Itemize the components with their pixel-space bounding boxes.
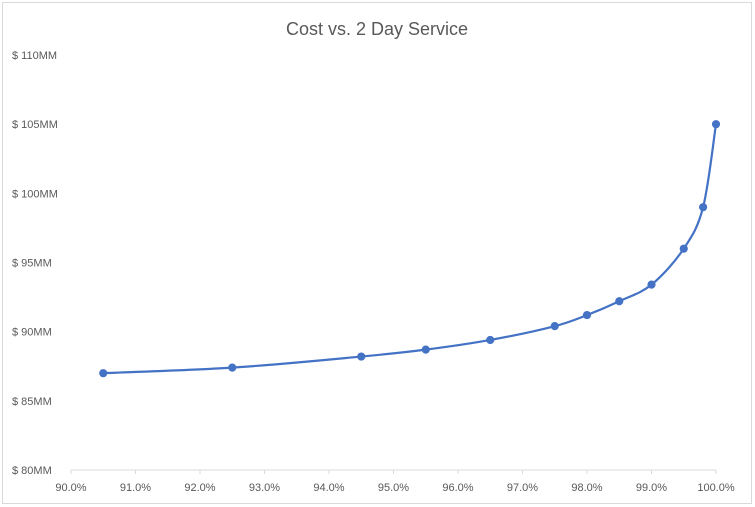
- y-tick-label: $ 90MM: [12, 327, 52, 339]
- data-point: [486, 335, 495, 345]
- y-tick-label: $ 80MM: [12, 465, 52, 477]
- x-tick-label: 99.0%: [636, 482, 667, 494]
- data-point: [711, 120, 721, 129]
- data-point: [679, 244, 688, 253]
- x-tick-label: 94.0%: [313, 482, 344, 494]
- y-tick-label: $ 110MM: [12, 50, 57, 62]
- x-tick-label: 97.0%: [507, 482, 538, 494]
- x-tick-label: 93.0%: [249, 482, 280, 494]
- x-tick-label: 98.0%: [571, 482, 602, 494]
- data-point: [228, 363, 237, 372]
- y-tick-label: $ 95MM: [12, 258, 52, 270]
- x-tick-label: 91.0%: [120, 482, 151, 494]
- x-tick-label: 96.0%: [442, 482, 473, 494]
- data-point: [582, 310, 592, 320]
- data-point: [421, 345, 430, 354]
- y-tick-label: $ 105MM: [12, 119, 58, 131]
- data-point: [615, 297, 624, 306]
- plot-area: [99, 120, 721, 378]
- x-tick-label: 92.0%: [184, 482, 215, 494]
- data-point: [357, 352, 366, 361]
- chart-title: Cost vs. 2 Day Service: [286, 19, 468, 39]
- axes: 90.0% 91.0% 92.0% 93.0% 94.0% 95.0% 96.0% 97.0%…: [12, 50, 735, 494]
- data-point: [99, 369, 108, 378]
- x-tick-label: 95.0%: [378, 482, 409, 494]
- data-point: [550, 322, 559, 331]
- y-tick-label: $ 100MM: [12, 188, 58, 200]
- y-tick-label: $ 85MM: [12, 396, 52, 408]
- x-tick-label: 100.0%: [697, 482, 735, 494]
- x-tick-label: 90.0%: [55, 482, 86, 494]
- data-point: [647, 280, 656, 289]
- series-line: [103, 123, 718, 375]
- data-point: [699, 203, 708, 212]
